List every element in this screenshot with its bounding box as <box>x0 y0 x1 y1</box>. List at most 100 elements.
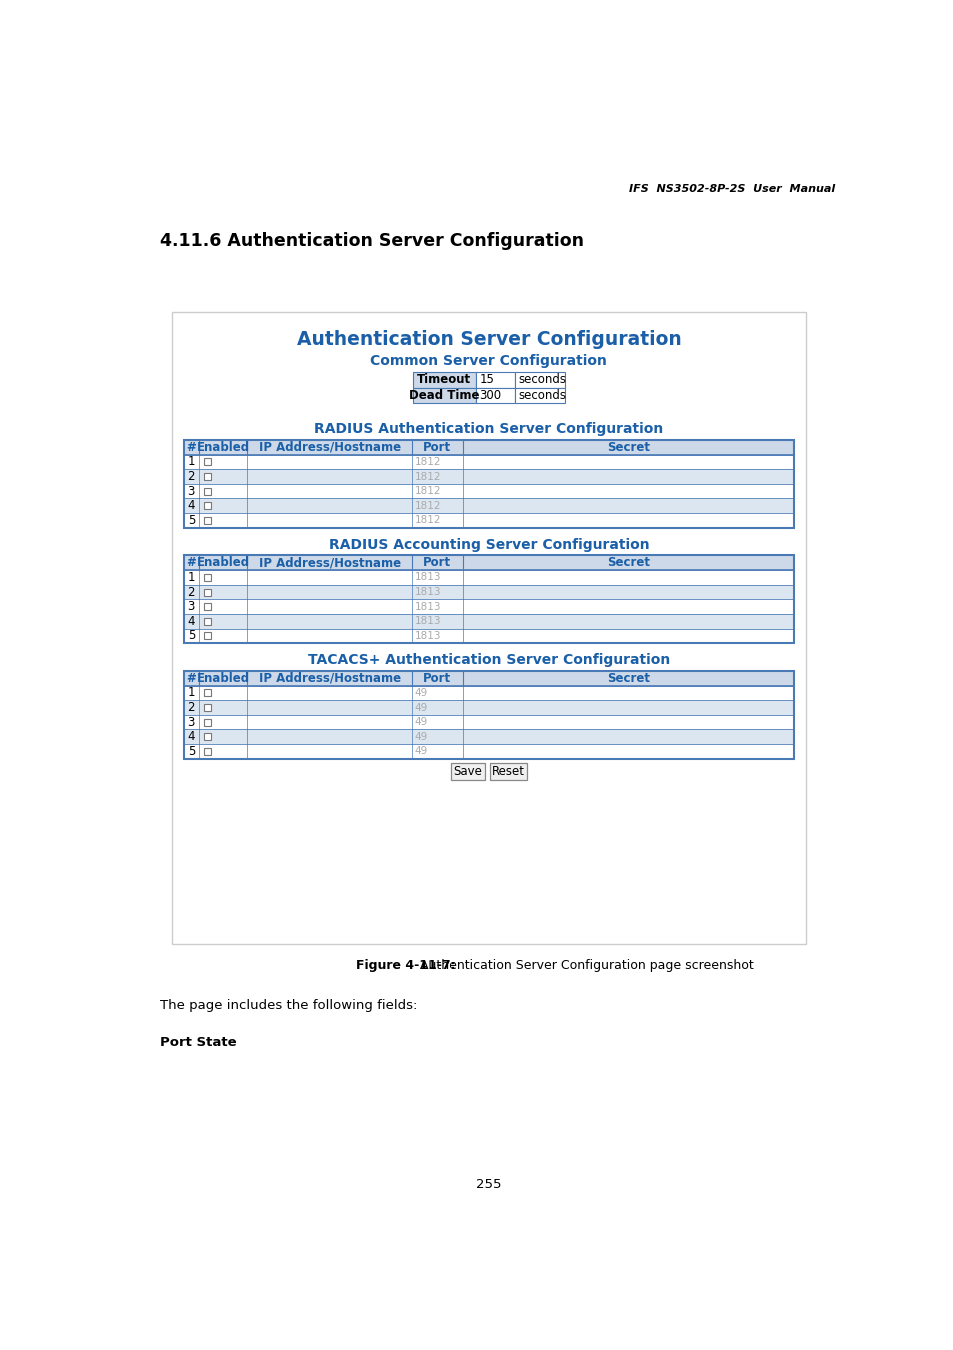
Bar <box>204 517 211 524</box>
Bar <box>476 373 515 387</box>
Text: 5: 5 <box>188 745 194 757</box>
Text: IP Address/Hostname: IP Address/Hostname <box>258 672 400 684</box>
Text: 2: 2 <box>188 586 194 598</box>
Text: 4: 4 <box>188 614 194 628</box>
Text: 3: 3 <box>188 716 194 729</box>
Text: 3: 3 <box>188 601 194 613</box>
Text: RADIUS Authentication Server Configuration: RADIUS Authentication Server Configurati… <box>314 423 663 436</box>
Bar <box>204 502 211 509</box>
Text: 49: 49 <box>415 747 427 756</box>
Text: 5: 5 <box>188 629 194 643</box>
Bar <box>204 733 211 740</box>
Bar <box>183 440 794 455</box>
Bar <box>204 459 211 466</box>
Bar <box>412 387 476 404</box>
Text: Authentication Server Configuration: Authentication Server Configuration <box>296 329 680 348</box>
Text: 49: 49 <box>415 702 427 713</box>
Text: 255: 255 <box>476 1179 501 1191</box>
Text: Port: Port <box>423 556 451 570</box>
Text: Dead Time: Dead Time <box>409 389 479 402</box>
Text: IFS  NS3502-8P-2S  User  Manual: IFS NS3502-8P-2S User Manual <box>628 184 835 193</box>
Text: 5: 5 <box>188 514 194 526</box>
Bar <box>183 513 794 528</box>
Text: 49: 49 <box>415 732 427 741</box>
Text: 1812: 1812 <box>415 516 440 525</box>
Bar <box>515 373 565 387</box>
Text: Port: Port <box>423 672 451 684</box>
Text: 1813: 1813 <box>415 630 440 641</box>
Bar <box>183 729 794 744</box>
Text: 3: 3 <box>188 485 194 498</box>
Text: Timeout: Timeout <box>416 374 471 386</box>
Bar <box>183 671 794 759</box>
Bar <box>183 455 794 470</box>
Bar <box>204 705 211 711</box>
Bar <box>204 690 211 697</box>
Text: 1: 1 <box>188 571 194 585</box>
Text: 4: 4 <box>188 500 194 512</box>
Text: seconds: seconds <box>517 374 565 386</box>
Text: Authentication Server Configuration page screenshot: Authentication Server Configuration page… <box>416 958 753 972</box>
Bar <box>204 603 211 610</box>
Bar <box>204 574 211 580</box>
Bar <box>183 744 794 759</box>
Text: Secret: Secret <box>606 672 649 684</box>
Text: TACACS+ Authentication Server Configuration: TACACS+ Authentication Server Configurat… <box>308 653 669 667</box>
Bar <box>204 718 211 726</box>
Text: #: # <box>186 672 196 684</box>
Text: Secret: Secret <box>606 441 649 454</box>
Text: 2: 2 <box>188 470 194 483</box>
Text: The page includes the following fields:: The page includes the following fields: <box>159 999 416 1011</box>
Text: 4.11.6 Authentication Server Configuration: 4.11.6 Authentication Server Configurati… <box>159 232 583 250</box>
Text: 1813: 1813 <box>415 587 440 597</box>
Text: Common Server Configuration: Common Server Configuration <box>370 354 607 367</box>
Text: 1812: 1812 <box>415 471 440 482</box>
Bar <box>183 555 794 570</box>
Bar <box>183 629 794 643</box>
Text: Figure 4-11-7:: Figure 4-11-7: <box>356 958 456 972</box>
Bar <box>183 686 794 701</box>
Bar <box>183 614 794 629</box>
Text: 1812: 1812 <box>415 501 440 510</box>
Bar <box>476 387 515 404</box>
Text: seconds: seconds <box>517 389 565 402</box>
Text: 1813: 1813 <box>415 572 440 582</box>
Bar <box>183 555 794 643</box>
Text: Secret: Secret <box>606 556 649 570</box>
Bar <box>183 716 794 729</box>
Bar <box>183 570 794 585</box>
Bar <box>204 487 211 494</box>
Bar <box>172 312 805 944</box>
Text: 1812: 1812 <box>415 456 440 467</box>
Text: 1: 1 <box>188 455 194 468</box>
Bar <box>412 373 476 387</box>
Text: 1813: 1813 <box>415 617 440 626</box>
Text: 1813: 1813 <box>415 602 440 612</box>
Text: #: # <box>186 556 196 570</box>
Text: 1812: 1812 <box>415 486 440 497</box>
Bar <box>183 440 794 528</box>
Bar <box>183 470 794 483</box>
Text: #: # <box>186 441 196 454</box>
Bar <box>183 599 794 614</box>
Text: 1: 1 <box>188 686 194 699</box>
Text: Port State: Port State <box>159 1035 236 1049</box>
Text: 300: 300 <box>478 389 501 402</box>
Bar <box>204 472 211 481</box>
Text: 2: 2 <box>188 701 194 714</box>
Text: 49: 49 <box>415 717 427 728</box>
Text: Enabled: Enabled <box>196 441 250 454</box>
Bar <box>450 763 485 780</box>
Text: Enabled: Enabled <box>196 672 250 684</box>
Bar <box>204 589 211 595</box>
Bar <box>183 585 794 599</box>
Text: 49: 49 <box>415 688 427 698</box>
Text: Enabled: Enabled <box>196 556 250 570</box>
Bar <box>183 498 794 513</box>
Bar <box>183 671 794 686</box>
Text: IP Address/Hostname: IP Address/Hostname <box>258 556 400 570</box>
Text: Reset: Reset <box>492 765 525 779</box>
Bar <box>204 748 211 755</box>
Text: RADIUS Accounting Server Configuration: RADIUS Accounting Server Configuration <box>328 537 649 552</box>
Text: 15: 15 <box>478 374 494 386</box>
